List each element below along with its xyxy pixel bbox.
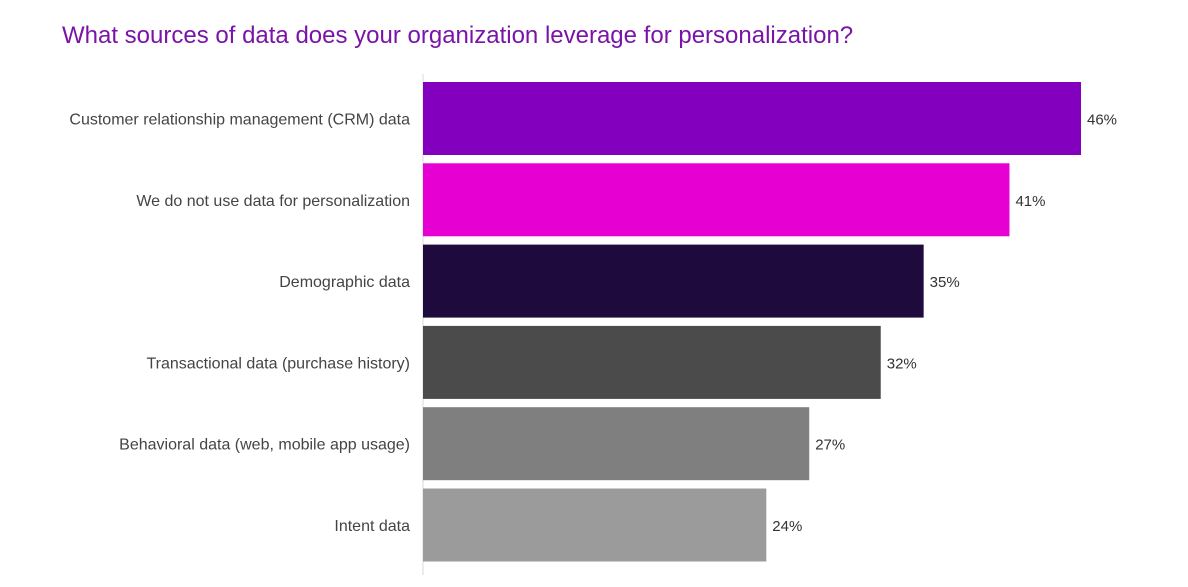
value-label: 41% <box>1015 193 1045 210</box>
category-label: Customer relationship management (CRM) d… <box>69 112 410 129</box>
chart-title: What sources of data does your organizat… <box>62 22 854 49</box>
bar <box>423 82 1081 155</box>
value-label: 32% <box>887 355 917 372</box>
bar <box>423 163 1010 237</box>
category-label: Behavioral data (web, mobile app usage) <box>119 437 410 454</box>
bar <box>423 488 767 562</box>
value-label: 35% <box>930 274 960 291</box>
bar <box>423 407 810 481</box>
bar <box>423 325 881 399</box>
category-label: We do not use data for personalization <box>136 193 410 210</box>
category-label: Transactional data (purchase history) <box>146 355 410 372</box>
value-label: 24% <box>772 518 802 535</box>
category-label: Demographic data <box>279 274 410 291</box>
value-label: 46% <box>1087 112 1117 129</box>
category-label: Intent data <box>334 518 410 535</box>
value-label: 27% <box>815 437 845 454</box>
bar <box>423 244 924 318</box>
